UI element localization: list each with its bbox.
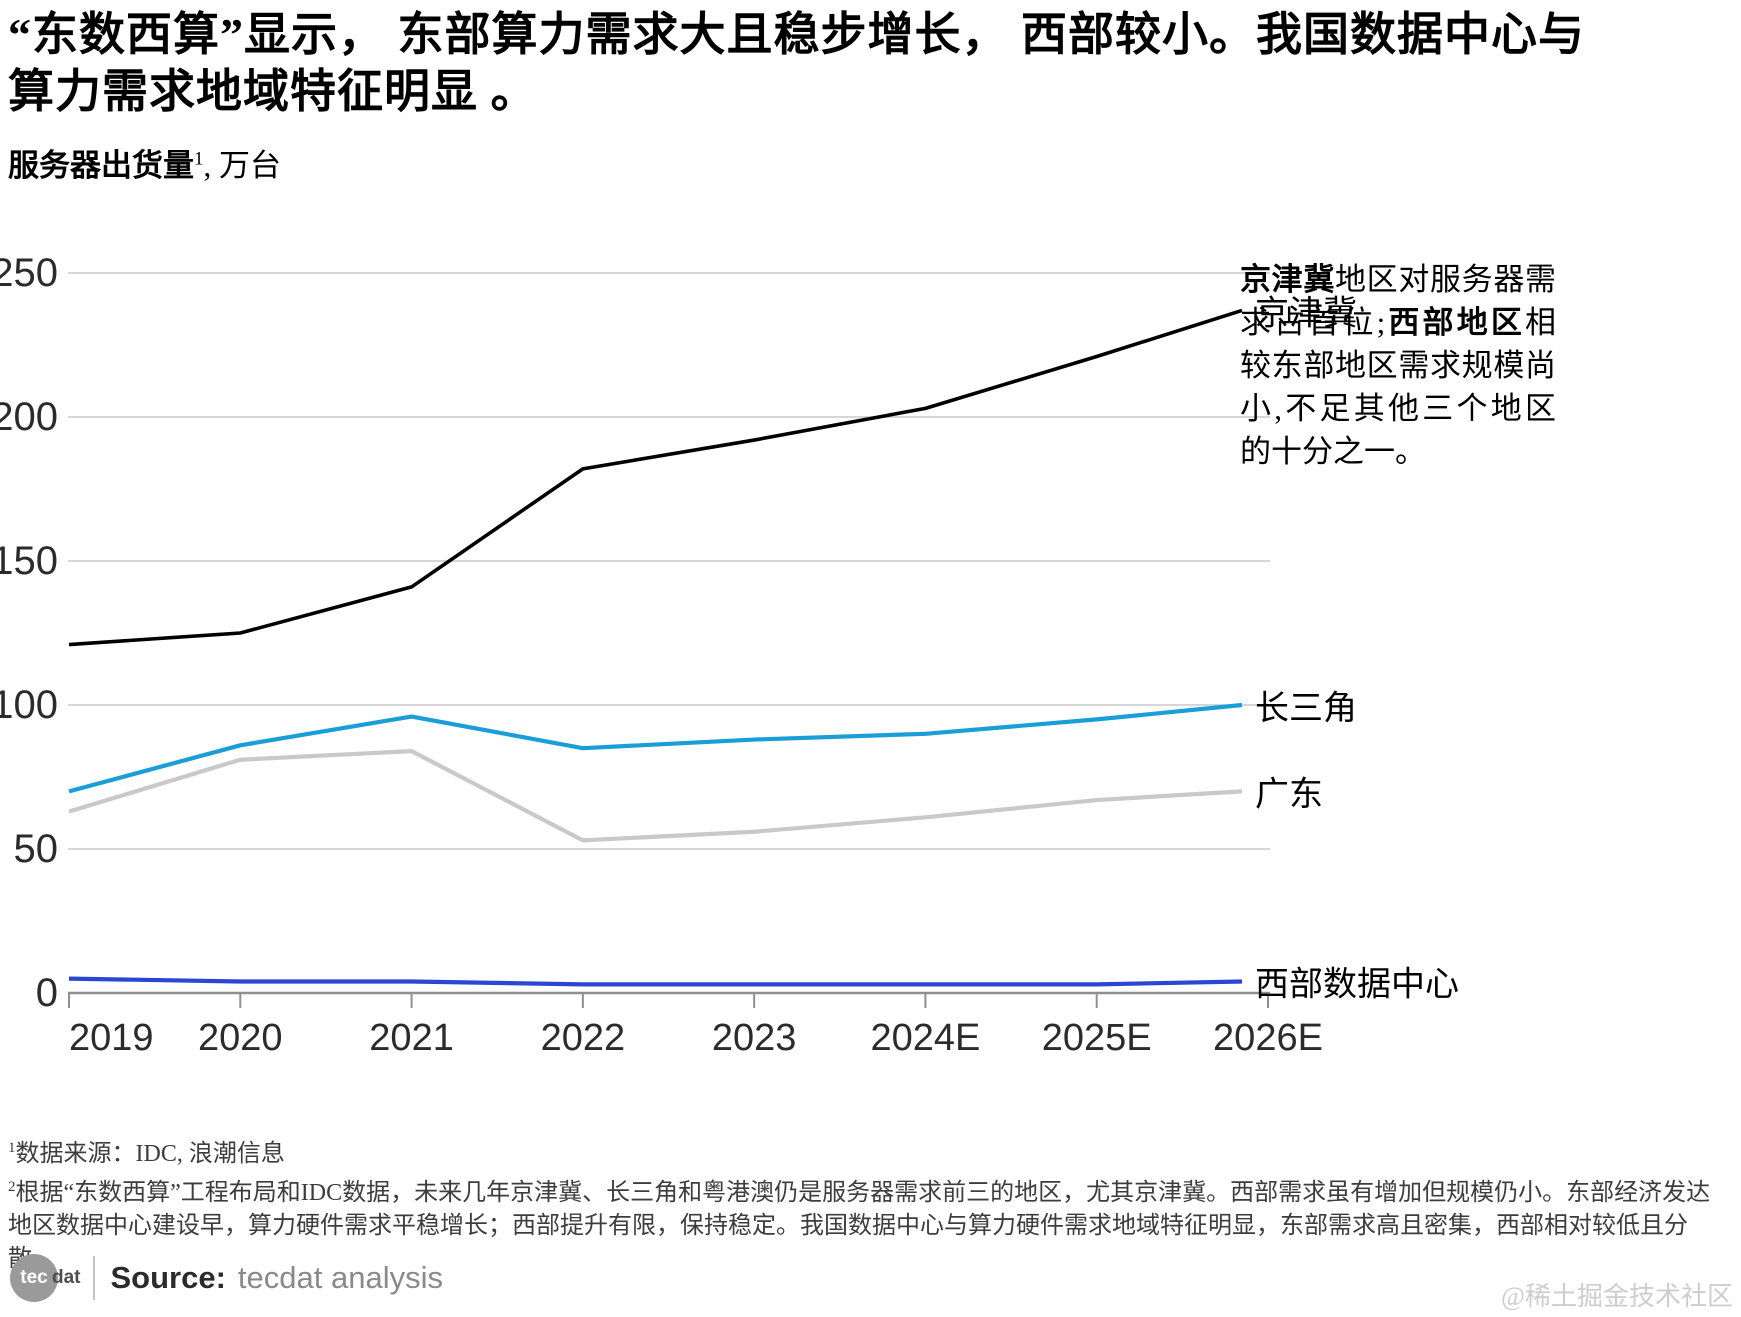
x-axis-tick-label: 2020 <box>198 1017 283 1059</box>
footnote-2-marker: 2 <box>8 1179 16 1195</box>
annotation-text-1: 地区对服务器需求占首位; <box>1240 262 1556 340</box>
source-text: tecdat analysis <box>237 1260 443 1295</box>
tecdat-logo: tec dat <box>10 1254 81 1302</box>
x-axis-tick-label: 2024E <box>870 1017 980 1059</box>
chart-annotation: 京津冀地区对服务器需求占首位;西部地区相较东部地区需求规模尚小,不足其他三个地区… <box>1240 258 1556 473</box>
footnote-2: 2根据“东数西算”工程布局和IDC数据，未来几年京津冀、长三角和粤港澳仍是服务器… <box>8 1171 1733 1276</box>
footnote-1-text: 数据来源：IDC, 浪潮信息 <box>15 1141 285 1167</box>
x-axis-tick-label: 2023 <box>712 1017 797 1059</box>
page-title-line2: 算力需求地域特征明显 。 <box>8 66 538 117</box>
footnote-1-marker: 1 <box>8 1140 16 1156</box>
annotation-bold-2: 西部地区 <box>1385 305 1525 340</box>
y-axis-tick-label: 100 <box>0 683 58 727</box>
chart-subtitle: 服务器出货量1, 万台 <box>8 140 281 185</box>
series-line-0 <box>68 308 1243 647</box>
page-title-line1: “东数西算”显示， 东部算力需求大且稳步增长， 西部较小。我国数据中心与 <box>8 9 1585 60</box>
x-axis-tick-label: 2025E <box>1042 1017 1152 1059</box>
x-axis-tick-label: 2026E <box>1213 1017 1323 1059</box>
footnote-1: 1数据来源：IDC, 浪潮信息 <box>8 1132 1733 1171</box>
series-label-2: 广东 <box>1255 776 1323 814</box>
chart-subtitle-metric: 服务器出货量 <box>8 148 194 183</box>
source-label: Source: <box>110 1260 226 1295</box>
series-line-2 <box>68 748 1243 843</box>
chart-subtitle-footnote-marker: 1 <box>194 148 204 170</box>
source-divider <box>92 1256 95 1300</box>
tecdat-logo-dat: dat <box>52 1267 81 1288</box>
x-axis-tick-label: 2019 <box>69 1017 154 1059</box>
x-axis-tick-label: 2022 <box>541 1017 626 1059</box>
annotation-text-2: 相较东部地区需求规模尚小,不足其他三个地区的十分之一。 <box>1240 305 1556 469</box>
footnotes: 1数据来源：IDC, 浪潮信息 2根据“东数西算”工程布局和IDC数据，未来几年… <box>8 1132 1733 1276</box>
chart-subtitle-unit: , 万台 <box>203 148 282 183</box>
tecdat-logo-tec: tec <box>20 1267 48 1288</box>
y-axis-tick-label: 50 <box>14 827 59 871</box>
y-axis-tick-label: 0 <box>36 971 58 1015</box>
watermark: @稀土掘金技术社区 <box>1501 1282 1733 1311</box>
series-line-3 <box>68 976 1243 987</box>
line-chart: 0 50 100 150 200 250 2019 2020 2021 2022 2023 2024E… <box>0 251 1323 1059</box>
annotation-bold-1: 京津冀 <box>1240 262 1335 297</box>
series-label-1: 长三角 <box>1255 690 1357 728</box>
y-axis-tick-label: 200 <box>0 395 58 439</box>
tecdat-logo-circle: tec <box>10 1254 58 1302</box>
page-title: “东数西算”显示， 东部算力需求大且稳步增长， 西部较小。我国数据中心与 算力需… <box>8 6 1608 120</box>
series-line-1 <box>68 702 1243 794</box>
series-label-3: 西部数据中心 <box>1255 966 1459 1004</box>
source-row: tec dat Source: tecdat analysis <box>10 1252 443 1304</box>
series-label-0: 京津冀 <box>1255 295 1357 333</box>
x-axis-tick-label: 2021 <box>369 1017 454 1059</box>
y-axis-tick-label: 150 <box>0 539 58 583</box>
y-axis-tick-label: 250 <box>0 251 58 295</box>
footnote-2-text: 根据“东数西算”工程布局和IDC数据，未来几年京津冀、长三角和粤港澳仍是服务器需… <box>8 1180 1711 1272</box>
